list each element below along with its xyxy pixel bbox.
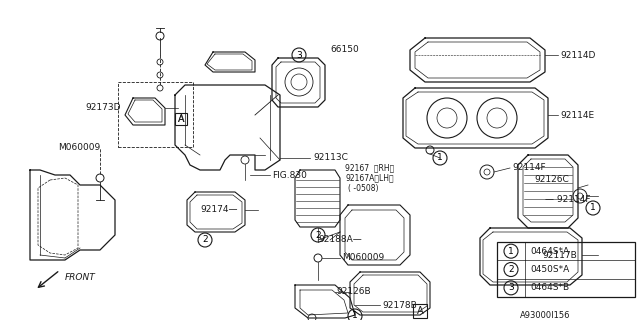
Text: M060009: M060009 bbox=[342, 253, 384, 262]
Text: 1: 1 bbox=[590, 204, 596, 212]
Text: 92113C: 92113C bbox=[313, 154, 348, 163]
Text: 2: 2 bbox=[315, 230, 321, 239]
Circle shape bbox=[577, 193, 583, 199]
Bar bbox=[413, 304, 427, 318]
Text: 1: 1 bbox=[508, 247, 514, 256]
Text: 92173D: 92173D bbox=[85, 103, 120, 113]
Text: 0464S*B: 0464S*B bbox=[530, 283, 569, 292]
Text: 92174—: 92174— bbox=[200, 205, 237, 214]
Text: M060009: M060009 bbox=[58, 143, 100, 153]
Text: 66150: 66150 bbox=[330, 45, 359, 54]
Circle shape bbox=[157, 72, 163, 78]
Text: A93000I156: A93000I156 bbox=[520, 311, 570, 320]
Text: 92114D: 92114D bbox=[560, 51, 595, 60]
Text: A: A bbox=[417, 306, 423, 316]
Text: 1: 1 bbox=[437, 154, 443, 163]
Text: 2: 2 bbox=[508, 265, 514, 274]
Text: — 92114F: — 92114F bbox=[545, 196, 591, 204]
Circle shape bbox=[157, 85, 163, 91]
Circle shape bbox=[157, 59, 163, 65]
Text: 3: 3 bbox=[508, 283, 514, 292]
Text: 92188A—: 92188A— bbox=[318, 236, 362, 244]
Text: 2: 2 bbox=[202, 236, 208, 244]
Text: FRONT: FRONT bbox=[65, 274, 96, 283]
Text: FIG.830: FIG.830 bbox=[272, 171, 307, 180]
Text: 92126C: 92126C bbox=[534, 175, 569, 185]
Text: A: A bbox=[178, 114, 184, 124]
Text: 92126B: 92126B bbox=[336, 287, 371, 297]
Text: 0464S*A: 0464S*A bbox=[530, 247, 569, 256]
Bar bbox=[118, 82, 193, 147]
Text: ( -0508): ( -0508) bbox=[348, 183, 378, 193]
Text: 1: 1 bbox=[352, 311, 358, 320]
Text: 92178B: 92178B bbox=[382, 300, 417, 309]
Text: 92167A〈LH〉: 92167A〈LH〉 bbox=[345, 173, 394, 182]
Circle shape bbox=[426, 146, 434, 154]
Text: 92167  〈RH〉: 92167 〈RH〉 bbox=[345, 164, 394, 172]
Text: 92117B: 92117B bbox=[542, 251, 577, 260]
Text: 92114E: 92114E bbox=[560, 110, 594, 119]
Text: 3: 3 bbox=[296, 51, 302, 60]
Circle shape bbox=[484, 169, 490, 175]
Text: A: A bbox=[178, 116, 184, 124]
Text: 92114F: 92114F bbox=[512, 164, 546, 172]
Text: 0450S*A: 0450S*A bbox=[530, 265, 569, 274]
Bar bbox=[497, 242, 635, 297]
Bar bbox=[175, 113, 187, 125]
